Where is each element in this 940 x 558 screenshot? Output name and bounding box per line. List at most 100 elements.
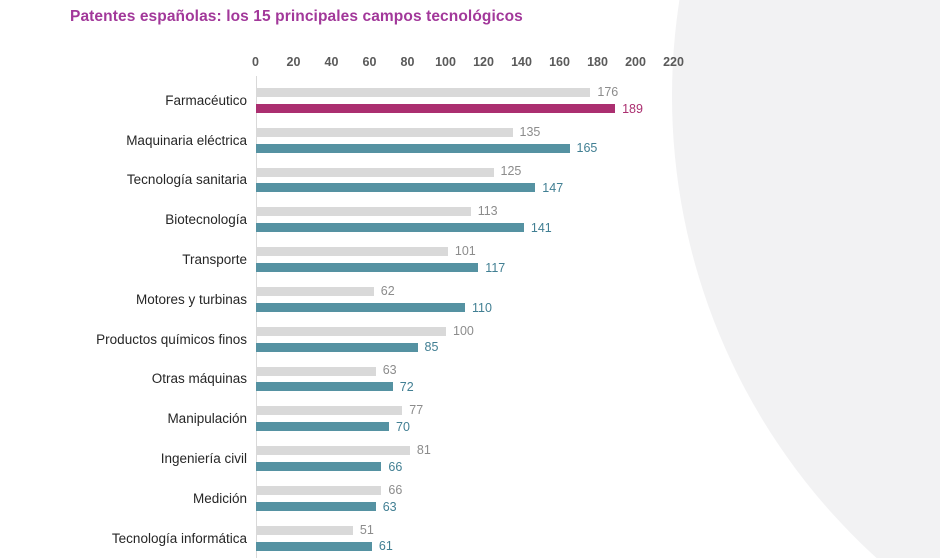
chart-row: Manipulación 77 70 — [0, 399, 940, 439]
value-label-accent: 70 — [396, 419, 410, 434]
bar-series-accent — [256, 143, 570, 153]
bar-group: 81 66 — [256, 439, 940, 479]
bar-series-accent — [256, 262, 479, 272]
bar-series-accent — [256, 302, 465, 312]
bar-series-gray — [256, 207, 471, 217]
chart-title: Patentes españolas: los 15 principales c… — [70, 8, 523, 25]
bar-series-gray — [256, 406, 403, 416]
bar-group: 125 147 — [256, 160, 940, 200]
bar-group: 77 70 — [256, 399, 940, 439]
category-label: Maquinaria eléctrica — [126, 132, 247, 148]
value-label-accent: 61 — [378, 539, 393, 554]
value-axis-tick: 120 — [473, 55, 494, 69]
bar-group: 101 117 — [256, 240, 940, 280]
value-label-gray: 77 — [409, 403, 424, 418]
value-label-gray: 125 — [500, 164, 522, 179]
chart-row: Biotecnología 113 141 — [0, 200, 940, 240]
bar-series-accent — [256, 183, 536, 193]
value-label-gray: 113 — [477, 204, 498, 219]
bar-group: 62 110 — [256, 279, 940, 319]
value-label-gray: 81 — [416, 442, 431, 457]
category-label: Productos químicos finos — [96, 331, 247, 347]
chart-row: Maquinaria eléctrica 135 165 — [0, 120, 940, 160]
value-axis-tick: 160 — [549, 55, 570, 69]
value-axis-tick: 80 — [400, 55, 415, 69]
value-axis-tick: 20 — [286, 55, 301, 69]
bar-series-gray — [256, 167, 494, 177]
chart-row: Motores y turbinas 62 110 — [0, 279, 940, 319]
bar-series-accent — [256, 501, 376, 511]
value-label-accent: 66 — [388, 459, 403, 474]
value-label-gray: 176 — [597, 84, 619, 99]
chart-row: Transporte 101 117 — [0, 240, 940, 280]
value-label-accent: 72 — [399, 380, 414, 395]
value-label-gray: 135 — [519, 124, 541, 139]
chart-row: Otras máquinas 63 72 — [0, 359, 940, 399]
bar-series-gray — [256, 127, 513, 137]
value-label-accent: 165 — [576, 141, 598, 156]
chart-row: Tecnología informática 51 61 — [0, 518, 940, 558]
category-label: Biotecnología — [165, 212, 247, 228]
chart-row: Ingeniería civil 81 66 — [0, 439, 940, 479]
value-axis-tick: 200 — [625, 55, 646, 69]
category-label: Manipulación — [167, 411, 247, 427]
category-label: Ingeniería civil — [160, 451, 247, 467]
value-axis-tick: 180 — [587, 55, 608, 69]
category-label: Tecnología sanitaria — [126, 172, 247, 188]
category-label: Otras máquinas — [151, 371, 247, 387]
bar-series-gray — [256, 485, 382, 495]
bar-series-gray — [256, 366, 376, 376]
bar-group: 100 85 — [256, 319, 940, 359]
value-label-accent: 63 — [382, 499, 397, 514]
value-label-accent: 147 — [542, 181, 564, 196]
bar-series-accent — [256, 422, 389, 432]
bar-series-accent — [256, 541, 372, 551]
bar-group: 51 61 — [256, 518, 940, 558]
bar-series-gray — [256, 286, 374, 296]
bar-group: 66 63 — [256, 478, 940, 518]
category-label: Medición — [192, 490, 247, 506]
value-label-gray: 66 — [388, 482, 403, 497]
bar-series-accent — [256, 223, 524, 233]
value-axis-tick: 220 — [663, 55, 684, 69]
value-label-gray: 51 — [359, 522, 374, 537]
chart-row: Farmacéutico 176 189 — [0, 81, 940, 121]
bar-series-gray — [256, 326, 446, 336]
value-axis-tick: 40 — [324, 55, 339, 69]
value-label-accent: 85 — [424, 340, 439, 355]
chart-rows: Farmacéutico 176 189 Maquinaria eléctric… — [0, 81, 940, 558]
bar-group: 135 165 — [256, 120, 940, 160]
value-axis: 0 20 40 60 80 100 120 140 160 180 200 220 — [0, 55, 940, 71]
bar-series-gray — [256, 247, 448, 257]
bar-series-gray — [256, 87, 591, 97]
category-label: Motores y turbinas — [135, 291, 247, 307]
bar-series-accent — [256, 342, 418, 352]
chart-row: Productos químicos finos 100 85 — [0, 319, 940, 359]
value-axis-tick: 100 — [435, 55, 456, 69]
category-label: Tecnología informática — [111, 530, 247, 546]
bar-group: 176 189 — [256, 81, 940, 121]
value-axis-tick: 140 — [511, 55, 532, 69]
bar-series-accent — [256, 382, 393, 392]
category-label: Transporte — [182, 252, 247, 268]
value-label-accent: 110 — [472, 300, 492, 315]
bar-group: 113 141 — [256, 200, 940, 240]
category-axis-line — [255, 76, 257, 558]
chart-row: Medición 66 63 — [0, 478, 940, 518]
value-label-accent: 189 — [622, 101, 643, 116]
value-axis-tick: 60 — [362, 55, 377, 69]
value-label-gray: 62 — [380, 283, 395, 298]
value-label-gray: 100 — [453, 323, 474, 338]
bar-series-accent — [256, 103, 616, 113]
bar-series-gray — [256, 446, 410, 456]
bar-series-gray — [256, 525, 353, 535]
value-label-accent: 117 — [485, 260, 506, 275]
value-label-gray: 63 — [382, 363, 397, 378]
bar-series-accent — [256, 461, 382, 471]
value-axis-tick: 0 — [252, 55, 259, 69]
value-label-accent: 141 — [530, 220, 552, 235]
value-label-gray: 101 — [454, 243, 476, 258]
chart-row: Tecnología sanitaria 125 147 — [0, 160, 940, 200]
